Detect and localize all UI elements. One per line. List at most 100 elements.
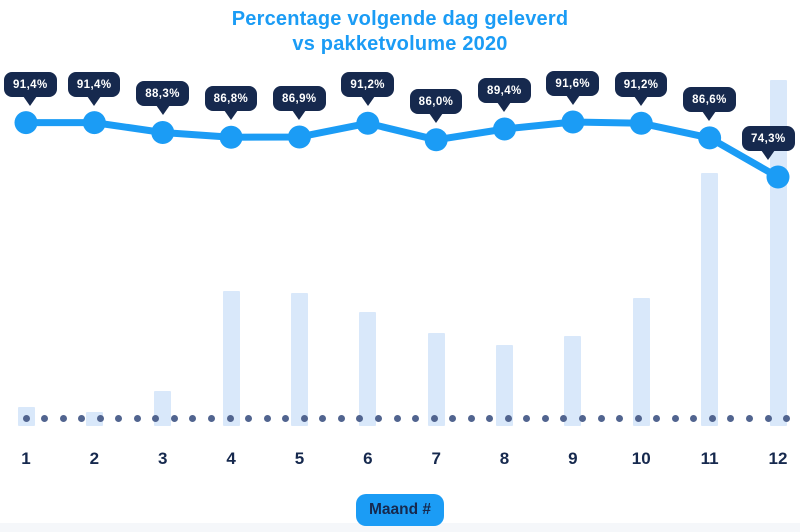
chart-title-line1: Percentage volgende dag geleverd <box>231 8 569 30</box>
x-tick-month-6: 6 <box>363 449 373 468</box>
x-tick-month-2: 2 <box>89 449 100 468</box>
baseline-dot <box>78 414 86 422</box>
baseline-dot <box>282 414 290 422</box>
data-point-month-3 <box>151 120 175 144</box>
x-axis-label-badge: Maand # <box>355 494 444 526</box>
data-point-month-2 <box>82 111 106 135</box>
baseline-dot <box>245 414 253 422</box>
baseline-dot <box>597 414 605 422</box>
x-tick-month-11: 11 <box>700 449 719 468</box>
baseline-dot <box>133 414 141 422</box>
value-badge-label: 91,6% <box>555 78 591 90</box>
value-badge-label: 91,2% <box>623 79 659 92</box>
x-tick-month-3: 3 <box>157 449 168 468</box>
value-badge-month-2: 91,4% <box>67 71 121 97</box>
baseline-dot <box>41 414 49 422</box>
baseline-dot <box>523 414 531 422</box>
volume-bar-month-8 <box>496 344 514 426</box>
x-tick-month-5: 5 <box>294 449 305 468</box>
baseline-dot <box>560 414 568 422</box>
baseline-dot <box>59 414 67 422</box>
data-point-month-11 <box>698 126 722 150</box>
baseline-dot <box>337 414 345 422</box>
baseline-dot <box>671 414 679 422</box>
baseline-dot <box>745 414 753 422</box>
percentage-line <box>22 118 782 181</box>
value-badge-label: 86,0% <box>418 95 454 108</box>
chart-title: Percentage volgende dag geleverd vs pakk… <box>0 7 800 57</box>
data-point-month-8 <box>493 117 517 141</box>
baseline-dot <box>115 414 123 422</box>
baseline-dot <box>430 414 438 422</box>
baseline-dot <box>727 414 735 422</box>
baseline-dot <box>263 414 271 422</box>
data-point-month-10 <box>629 111 653 135</box>
value-badge-label: 86,8% <box>213 93 249 106</box>
value-badge-month-5: 86,9% <box>272 85 326 111</box>
data-point-month-5 <box>287 125 311 149</box>
baseline-dot <box>504 414 512 422</box>
value-badge-label: 74,3% <box>751 133 786 145</box>
baseline-dot <box>783 414 791 422</box>
baseline-dot <box>96 414 104 422</box>
x-tick-month-10: 10 <box>631 449 651 468</box>
value-badge-label: 91,4% <box>13 78 48 91</box>
value-badge-month-3: 88,3% <box>136 81 189 107</box>
baseline-dot <box>208 414 215 422</box>
baseline-dot <box>541 414 549 422</box>
x-tick-month-1: 1 <box>21 449 31 468</box>
data-point-month-4 <box>219 125 243 149</box>
baseline-dot <box>393 414 401 422</box>
baseline-dot <box>486 414 494 422</box>
baseline-dot <box>449 414 457 422</box>
baseline-dot <box>22 414 30 422</box>
baseline-dot <box>708 414 716 422</box>
baseline-dot <box>374 414 382 422</box>
data-point-month-6 <box>356 111 380 135</box>
value-badge-label: 88,3% <box>145 88 180 101</box>
volume-bar-month-7 <box>427 332 445 426</box>
baseline-dot <box>189 414 197 422</box>
volume-bar-month-4 <box>222 291 240 426</box>
baseline-dot <box>634 414 642 422</box>
volume-bar-month-6 <box>359 311 377 426</box>
value-badge-month-8: 89,4% <box>478 77 531 103</box>
x-tick-month-9: 9 <box>568 449 578 468</box>
volume-bar-month-5 <box>290 292 308 426</box>
value-badge-label: 91,4% <box>76 78 112 91</box>
x-tick-month-12: 12 <box>768 449 788 468</box>
value-badge-month-12: 74,3% <box>742 126 795 151</box>
baseline-dot <box>152 414 160 422</box>
baseline-dot <box>467 414 475 422</box>
baseline-dot <box>319 414 327 422</box>
x-tick-month-7: 7 <box>431 449 441 468</box>
baseline-dot <box>690 414 698 422</box>
value-badge-label: 86,6% <box>692 93 727 106</box>
value-badge-label: 89,4% <box>487 84 522 97</box>
baseline-dot <box>356 414 364 422</box>
bottom-strip <box>0 523 800 532</box>
x-axis-label-wrap: Maand # <box>0 494 800 526</box>
baseline-dot <box>170 414 178 422</box>
data-point-month-7 <box>424 128 448 152</box>
volume-bar-month-11 <box>701 173 719 426</box>
x-tick-month-4: 4 <box>226 449 236 468</box>
value-badge-month-1: 91,4% <box>4 71 57 97</box>
value-badge-label: 86,9% <box>281 92 317 105</box>
data-point-month-1 <box>14 111 38 135</box>
data-point-month-9 <box>561 110 585 134</box>
x-tick-month-8: 8 <box>499 449 510 468</box>
value-badge-month-9: 91,6% <box>546 71 600 96</box>
chart-title-line2: vs pakketvolume 2020 <box>292 33 508 55</box>
value-badge-label: 91,2% <box>350 79 385 92</box>
value-badge-month-7: 86,0% <box>409 88 463 114</box>
baseline-dot <box>653 414 661 422</box>
value-badge-month-4: 86,8% <box>204 86 258 112</box>
baseline-dot <box>412 414 420 422</box>
baseline-dot <box>300 414 308 422</box>
baseline-dot <box>226 414 234 422</box>
baseline-dot <box>616 414 624 422</box>
